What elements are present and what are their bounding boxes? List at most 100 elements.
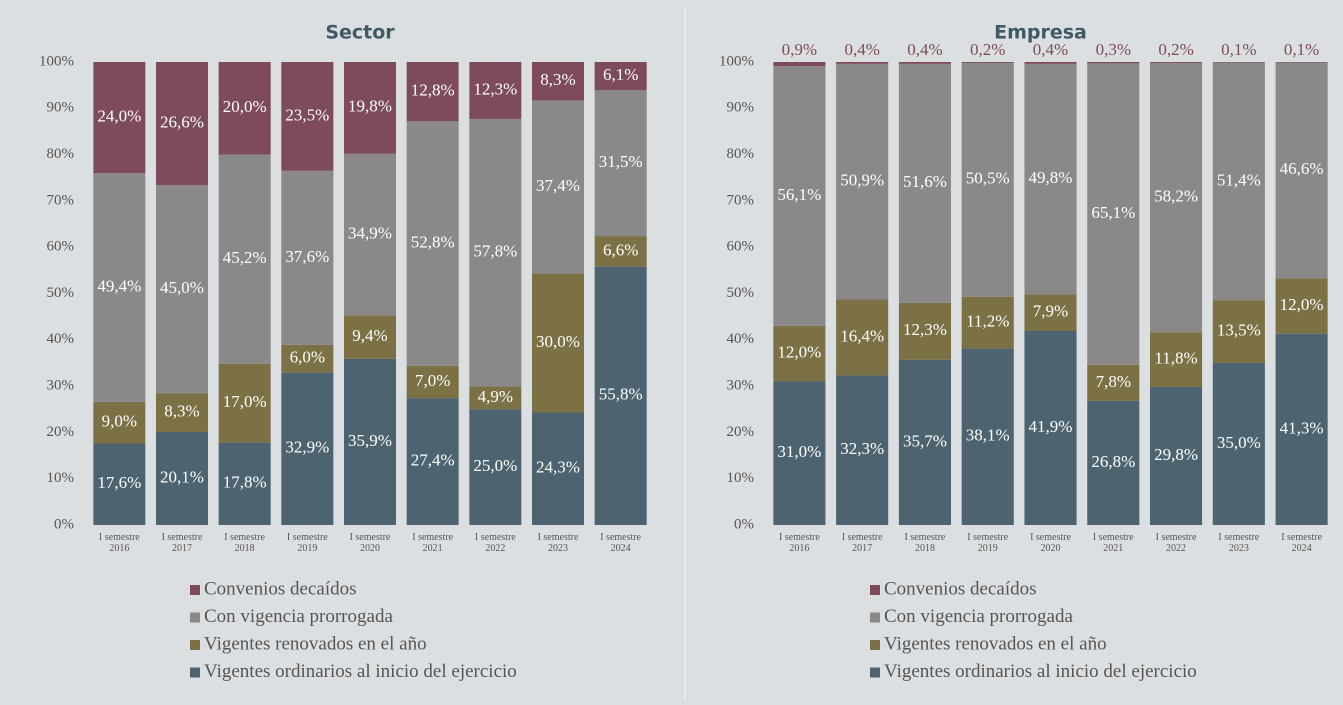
data-label: 20,0% — [223, 97, 267, 116]
data-label: 56,1% — [777, 185, 821, 204]
data-label: 30,0% — [536, 332, 580, 351]
data-label: 41,9% — [1029, 417, 1073, 436]
data-label: 0,2% — [1158, 40, 1193, 59]
legend-swatch — [870, 640, 880, 650]
data-label: 0,2% — [970, 40, 1005, 59]
data-label: 50,9% — [840, 171, 884, 190]
data-label: 50,5% — [966, 169, 1010, 188]
data-label: 58,2% — [1154, 187, 1198, 206]
y-tick-label: 40% — [47, 331, 75, 347]
data-label: 24,3% — [536, 458, 580, 477]
data-label: 46,6% — [1280, 159, 1324, 178]
y-tick-label: 50% — [727, 285, 755, 301]
data-label: 35,7% — [903, 431, 947, 450]
data-label: 31,5% — [599, 152, 643, 171]
data-label: 35,9% — [348, 431, 392, 450]
bar-segment — [1024, 62, 1076, 64]
x-tick-label: I semestre 2017 — [155, 532, 209, 554]
bar-segment — [1087, 62, 1139, 63]
x-tick-label: I semestre 2021 — [1086, 532, 1140, 554]
data-label: 38,1% — [966, 426, 1010, 445]
data-label: 8,3% — [540, 70, 575, 89]
x-tick-label: I semestre 2016 — [92, 532, 146, 554]
x-tick-label-box: I semestre 2018 — [889, 532, 961, 558]
legend-swatch — [870, 613, 880, 623]
data-label: 0,4% — [907, 40, 942, 59]
data-label: 7,0% — [415, 371, 450, 390]
data-label: 27,4% — [411, 450, 455, 469]
x-tick-label: I semestre 2022 — [468, 532, 522, 554]
bar-segment — [1150, 62, 1202, 63]
data-label: 24,0% — [97, 106, 141, 125]
y-tick-label: 30% — [727, 378, 755, 394]
x-tick-label: I semestre 2020 — [343, 532, 397, 554]
x-tick-label: I semestre 2020 — [1024, 532, 1078, 554]
data-label: 41,3% — [1280, 418, 1324, 437]
y-tick-label: 20% — [47, 424, 75, 440]
data-label: 65,1% — [1091, 203, 1135, 222]
x-tick-label-box: I semestre 2024 — [585, 532, 657, 558]
data-label: 49,4% — [97, 276, 141, 295]
x-tick-label: I semestre 2021 — [406, 532, 460, 554]
data-label: 31,0% — [777, 442, 821, 461]
y-tick-label: 10% — [47, 470, 75, 486]
y-tick-label: 10% — [727, 470, 755, 486]
x-tick-label-box: I semestre 2022 — [459, 532, 531, 558]
data-label: 17,0% — [223, 392, 267, 411]
legend-label: Con vigencia prorrogada — [884, 606, 1073, 627]
data-label: 55,8% — [599, 385, 643, 404]
bar-segment — [773, 62, 825, 66]
x-tick-label-box: I semestre 2021 — [1077, 532, 1149, 558]
data-label: 0,4% — [844, 40, 879, 59]
data-label: 12,0% — [777, 343, 821, 362]
legend-swatch — [190, 585, 200, 595]
data-label: 51,6% — [903, 172, 947, 191]
x-tick-label: I semestre 2017 — [835, 532, 889, 554]
data-label: 13,5% — [1217, 321, 1261, 340]
y-tick-label: 50% — [47, 285, 75, 301]
data-label: 11,8% — [1154, 349, 1197, 368]
data-label: 34,9% — [348, 223, 392, 242]
data-label: 17,8% — [223, 473, 267, 492]
data-label: 0,4% — [1033, 40, 1068, 59]
data-label: 11,2% — [966, 312, 1009, 331]
data-label: 0,1% — [1221, 40, 1256, 59]
legend-swatch — [190, 668, 200, 678]
x-tick-label-box: I semestre 2020 — [334, 532, 406, 558]
data-label: 9,4% — [352, 326, 387, 345]
data-label: 6,1% — [603, 65, 638, 84]
x-tick-label-box: I semestre 2017 — [146, 532, 218, 558]
legend-label: Convenios decaídos — [884, 578, 1037, 599]
data-label: 7,9% — [1033, 302, 1068, 321]
legend-swatch — [190, 640, 200, 650]
y-tick-label: 80% — [47, 146, 75, 162]
x-tick-label: I semestre 2023 — [531, 532, 585, 554]
data-label: 6,6% — [603, 240, 638, 259]
y-tick-label: 100% — [719, 53, 754, 69]
data-label: 0,9% — [782, 40, 817, 59]
legend-label: Vigentes renovados en el año — [884, 633, 1107, 654]
data-label: 51,4% — [1217, 170, 1261, 189]
y-tick-label: 30% — [47, 378, 75, 394]
data-label: 9,0% — [102, 412, 137, 431]
x-tick-label: I semestre 2016 — [772, 532, 826, 554]
data-label: 49,8% — [1029, 168, 1073, 187]
x-tick-label-box: I semestre 2016 — [83, 532, 155, 558]
data-label: 16,4% — [840, 326, 884, 345]
x-tick-label-box: I semestre 2024 — [1266, 532, 1338, 558]
legend-label: Vigentes renovados en el año — [204, 633, 427, 654]
data-label: 37,4% — [536, 176, 580, 195]
data-label: 25,0% — [473, 456, 517, 475]
data-label: 17,6% — [97, 473, 141, 492]
data-label: 8,3% — [164, 402, 199, 421]
legend-label: Convenios decaídos — [204, 578, 357, 599]
data-label: 37,6% — [285, 247, 329, 266]
data-label: 52,8% — [411, 232, 455, 251]
x-tick-label: I semestre 2023 — [1212, 532, 1266, 554]
y-tick-label: 70% — [727, 192, 755, 208]
legend-swatch — [870, 585, 880, 595]
x-tick-label: I semestre 2024 — [594, 532, 648, 554]
y-tick-label: 0% — [54, 516, 74, 532]
legend-label: Vigentes ordinarios al inicio del ejerci… — [204, 661, 517, 682]
